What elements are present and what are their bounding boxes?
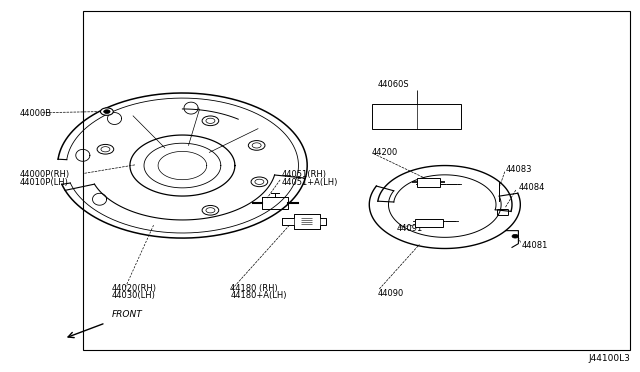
- Bar: [415, 219, 443, 227]
- Text: 44200: 44200: [371, 148, 397, 157]
- Circle shape: [251, 177, 268, 187]
- Text: 44020(RH): 44020(RH): [112, 284, 157, 293]
- Text: 44000B: 44000B: [19, 109, 51, 118]
- Circle shape: [202, 116, 219, 126]
- Text: 44000P(RH): 44000P(RH): [19, 170, 69, 179]
- Text: 44180 (RH): 44180 (RH): [230, 284, 278, 293]
- Text: 44030(LH): 44030(LH): [112, 291, 156, 300]
- Circle shape: [97, 144, 114, 154]
- Text: 44010P(LH): 44010P(LH): [19, 178, 68, 187]
- Circle shape: [202, 205, 219, 215]
- Bar: [417, 178, 440, 187]
- Bar: [372, 104, 461, 129]
- Circle shape: [512, 234, 518, 238]
- Text: 44083: 44083: [506, 165, 532, 174]
- Bar: [83, 11, 630, 350]
- Text: FRONT: FRONT: [112, 310, 143, 319]
- Text: 44060S: 44060S: [378, 80, 410, 89]
- Circle shape: [100, 108, 113, 115]
- Text: 44091: 44091: [397, 224, 423, 233]
- Circle shape: [104, 110, 110, 113]
- Text: 44084: 44084: [518, 183, 545, 192]
- Text: 44180+A(LH): 44180+A(LH): [230, 291, 287, 300]
- Text: 44081: 44081: [522, 241, 548, 250]
- Text: 44090: 44090: [378, 289, 404, 298]
- Text: 44051(RH): 44051(RH): [282, 170, 326, 179]
- Circle shape: [248, 141, 265, 150]
- Text: 44051+A(LH): 44051+A(LH): [282, 178, 338, 187]
- Text: J44100L3: J44100L3: [589, 354, 630, 363]
